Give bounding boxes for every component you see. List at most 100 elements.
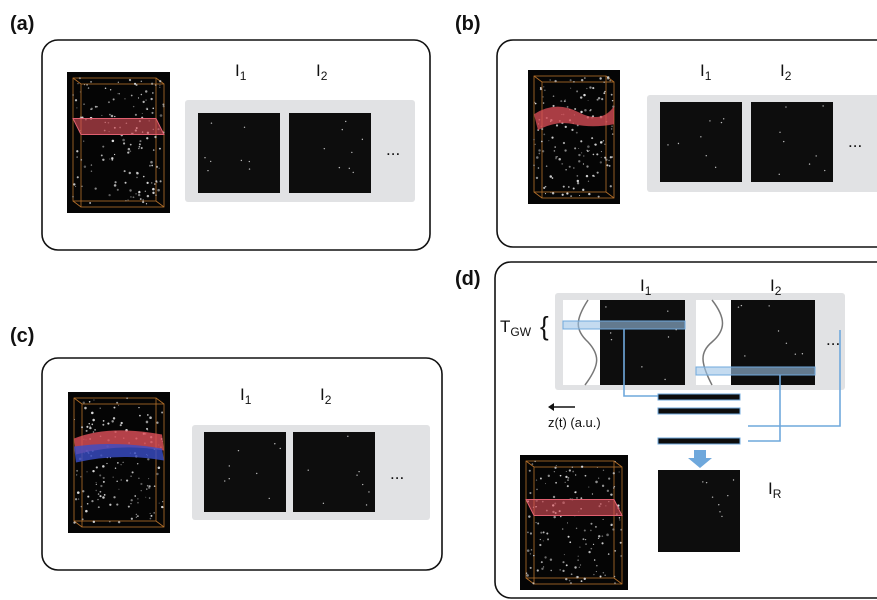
particle: [142, 201, 144, 203]
particle: [139, 146, 141, 148]
particle: [127, 151, 129, 153]
particle: [570, 195, 572, 197]
particle: [589, 150, 590, 151]
particle: [556, 124, 558, 126]
particle: [154, 183, 156, 185]
particle: [81, 506, 82, 507]
speck: [249, 161, 250, 162]
particle: [79, 77, 81, 79]
panel-b: (b) I1 I2 ...: [455, 13, 877, 247]
particle: [590, 523, 592, 525]
particle: [568, 536, 570, 538]
particle: [555, 156, 556, 157]
particle: [159, 85, 160, 86]
ellipsis: ...: [386, 140, 400, 159]
particle: [532, 582, 534, 584]
particle: [542, 96, 543, 97]
speck: [605, 306, 606, 307]
particle: [552, 192, 554, 194]
particle: [582, 189, 584, 191]
particle: [552, 105, 554, 107]
particle: [158, 466, 161, 469]
particle: [550, 192, 551, 193]
particle: [113, 496, 115, 498]
speck: [345, 121, 346, 122]
speck: [778, 330, 779, 331]
particle: [533, 165, 535, 167]
particle: [88, 87, 89, 88]
particle: [141, 147, 143, 149]
particle: [161, 412, 163, 414]
particle: [117, 189, 119, 191]
particle: [543, 531, 545, 533]
particle: [553, 95, 555, 97]
particle: [107, 423, 109, 425]
image: [293, 432, 375, 512]
particle: [610, 493, 612, 495]
particle: [83, 402, 85, 404]
particle: [612, 133, 613, 134]
particle: [538, 167, 540, 169]
particle: [102, 146, 104, 148]
result-image: [658, 470, 740, 552]
particle: [611, 128, 613, 130]
particle: [588, 181, 589, 182]
particle: [91, 424, 93, 426]
speck: [709, 120, 710, 121]
particle: [575, 491, 577, 493]
particle: [109, 504, 111, 506]
speck: [822, 105, 823, 106]
particle: [84, 84, 85, 85]
particle: [117, 462, 119, 464]
particle: [554, 471, 555, 472]
particle: [567, 106, 569, 108]
particle: [575, 474, 576, 475]
particle: [612, 528, 614, 530]
speck: [744, 355, 745, 356]
speck: [244, 127, 245, 128]
particle: [146, 108, 148, 110]
particle: [587, 145, 590, 148]
particle: [545, 483, 546, 484]
particle: [91, 500, 93, 502]
particle: [113, 98, 115, 100]
particle: [610, 80, 611, 81]
particle: [526, 574, 529, 577]
panel-label: (c): [10, 325, 34, 347]
speck: [779, 174, 780, 175]
particle: [544, 89, 546, 91]
particle: [569, 469, 571, 471]
particle: [585, 543, 587, 545]
particle: [145, 90, 147, 92]
particle: [573, 81, 575, 83]
particle: [574, 566, 576, 568]
speck: [610, 332, 611, 333]
particle: [128, 148, 131, 151]
particle: [610, 185, 612, 187]
particle: [160, 180, 162, 182]
particle: [129, 172, 131, 174]
particle: [89, 423, 90, 424]
panel-c: (c) I1 I2 ...: [10, 325, 442, 570]
particle: [141, 490, 142, 491]
particle: [532, 463, 534, 465]
particle: [567, 479, 569, 481]
particle: [87, 503, 89, 505]
particle: [591, 548, 593, 550]
particle: [543, 86, 544, 87]
particle: [541, 568, 543, 570]
particle: [159, 87, 160, 88]
particle: [542, 150, 544, 152]
particle: [112, 140, 115, 143]
particle: [529, 492, 531, 494]
particle: [589, 86, 591, 88]
particle: [566, 564, 568, 566]
frame-label: I1: [640, 276, 652, 298]
particle: [548, 140, 549, 141]
particle: [123, 142, 125, 144]
particle: [150, 515, 152, 517]
particle: [601, 151, 602, 152]
particle: [114, 154, 115, 155]
particle: [602, 485, 604, 487]
particle: [162, 501, 163, 502]
